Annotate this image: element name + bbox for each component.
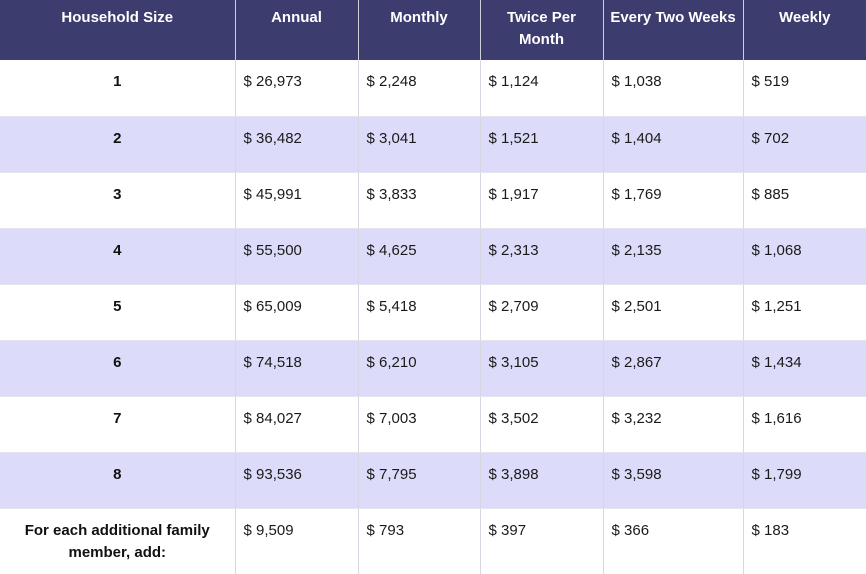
- every-two-weeks-cell: $ 1,769: [603, 172, 744, 229]
- annual-cell: $ 55,500: [235, 228, 359, 285]
- table-row: 2 $ 36,482 $ 3,041 $ 1,521 $ 1,404 $ 702: [0, 116, 866, 173]
- weekly-cell: $ 183: [751, 521, 790, 539]
- household-size-cell: 8: [0, 452, 236, 509]
- twice-per-month-cell: $ 3,105: [480, 340, 604, 397]
- annual-cell: $ 36,482: [235, 116, 359, 173]
- twice-per-month-cell: $ 3,502: [480, 396, 604, 453]
- monthly-cell: $ 5,418: [358, 284, 481, 341]
- annual-cell: $ 45,991: [235, 172, 359, 229]
- table-row: 7 $ 84,027 $ 7,003 $ 3,502 $ 3,232 $ 1,6…: [0, 396, 866, 453]
- additional-member-label: For each additional family member, add:: [0, 508, 236, 574]
- household-size-cell: 2: [0, 116, 236, 173]
- annual-cell: $ 84,027: [235, 396, 359, 453]
- weekly-cell: $ 1,799: [743, 452, 866, 509]
- weekly-cell: $ 885: [743, 172, 866, 229]
- table-row: 3 $ 45,991 $ 3,833 $ 1,917 $ 1,769 $ 885: [0, 172, 866, 229]
- every-two-weeks-cell: $ 2,501: [603, 284, 744, 341]
- household-size-cell: 5: [0, 284, 236, 341]
- household-size-cell: 3: [0, 172, 236, 229]
- twice-per-month-cell: $ 2,709: [480, 284, 604, 341]
- household-size-cell: 1: [0, 60, 236, 117]
- monthly-cell: $ 2,248: [358, 60, 481, 117]
- every-two-weeks-cell: $ 3,232: [603, 396, 744, 453]
- every-two-weeks-cell: $ 1,404: [603, 116, 744, 173]
- every-two-weeks-cell: $ 366: [603, 508, 744, 574]
- monthly-cell: $ 7,795: [358, 452, 481, 509]
- header-row: Household Size Annual Monthly Twice Per …: [0, 0, 866, 60]
- weekly-cell: $ 1,251: [743, 284, 866, 341]
- every-two-weeks-cell: $ 2,135: [603, 228, 744, 285]
- weekly-cell: $ 1,434: [743, 340, 866, 397]
- header-household-size: Household Size: [0, 0, 236, 60]
- table-row: 4 $ 55,500 $ 4,625 $ 2,313 $ 2,135 $ 1,0…: [0, 228, 866, 285]
- table-row-additional-member: For each additional family member, add: …: [0, 508, 866, 574]
- weekly-cell: $ 1,068: [743, 228, 866, 285]
- annual-cell: $ 74,518: [235, 340, 359, 397]
- weekly-cell: $ 1,616: [743, 396, 866, 453]
- annual-cell: $ 26,973: [235, 60, 359, 117]
- table-row: 5 $ 65,009 $ 5,418 $ 2,709 $ 2,501 $ 1,2…: [0, 284, 866, 341]
- header-annual: Annual: [235, 0, 359, 60]
- household-size-cell: 4: [0, 228, 236, 285]
- weekly-cell: $ 519: [743, 60, 866, 117]
- household-size-cell: 7: [0, 396, 236, 453]
- table-row: 1 $ 26,973 $ 2,248 $ 1,124 $ 1,038 $ 519: [0, 60, 866, 117]
- monthly-cell: $ 3,041: [358, 116, 481, 173]
- table-row: 6 $ 74,518 $ 6,210 $ 3,105 $ 2,867 $ 1,4…: [0, 340, 866, 397]
- monthly-cell: $ 793: [358, 508, 481, 574]
- every-two-weeks-cell: $ 3,598: [603, 452, 744, 509]
- every-two-weeks-cell: $ 1,038: [603, 60, 744, 117]
- header-monthly: Monthly: [358, 0, 481, 60]
- header-every-two-weeks: Every Two Weeks: [603, 0, 744, 60]
- table-row: 8 $ 93,536 $ 7,795 $ 3,898 $ 3,598 $ 1,7…: [0, 452, 866, 509]
- monthly-cell: $ 4,625: [358, 228, 481, 285]
- weekly-cell: $ 702: [743, 116, 866, 173]
- every-two-weeks-cell: $ 2,867: [603, 340, 744, 397]
- twice-per-month-cell: $ 1,124: [480, 60, 604, 117]
- twice-per-month-cell: $ 1,917: [480, 172, 604, 229]
- household-size-cell: 6: [0, 340, 236, 397]
- annual-cell: $ 65,009: [235, 284, 359, 341]
- twice-per-month-cell: $ 3,898: [480, 452, 604, 509]
- annual-cell: $ 93,536: [235, 452, 359, 509]
- twice-per-month-cell: $ 2,313: [480, 228, 604, 285]
- annual-cell: $ 9,509: [235, 508, 359, 574]
- monthly-cell: $ 7,003: [358, 396, 481, 453]
- table-body: 1 $ 26,973 $ 2,248 $ 1,124 $ 1,038 $ 519…: [0, 60, 866, 574]
- header-weekly: Weekly: [743, 0, 866, 60]
- monthly-cell: $ 6,210: [358, 340, 481, 397]
- twice-per-month-cell: $ 1,521: [480, 116, 604, 173]
- twice-per-month-cell: $ 397: [480, 508, 604, 574]
- header-twice-per-month: Twice Per Month: [480, 0, 604, 60]
- table-header: Household Size Annual Monthly Twice Per …: [0, 0, 866, 60]
- monthly-cell: $ 3,833: [358, 172, 481, 229]
